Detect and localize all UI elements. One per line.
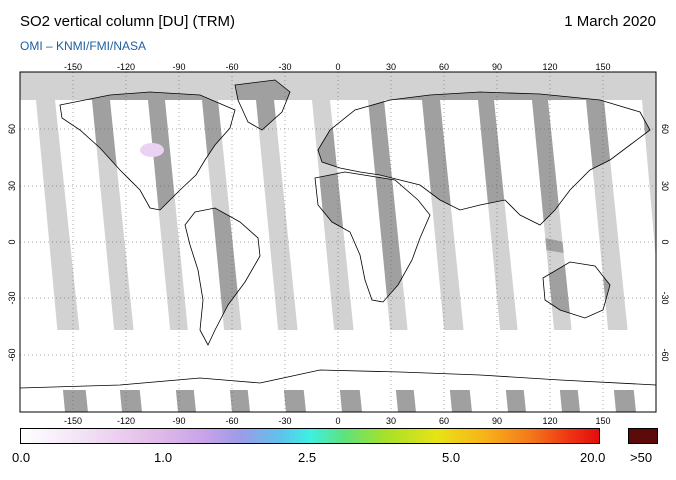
lon-tick-top: -30: [278, 62, 291, 72]
lon-tick-top: -120: [117, 62, 135, 72]
color-scale-overflow-swatch: [628, 428, 658, 444]
legend-label: 1.0: [154, 450, 173, 465]
lat-ticks-left: 60 30 0 -30 -60: [7, 124, 17, 362]
graticule: [20, 72, 656, 412]
coastlines: [20, 79, 656, 389]
lon-tick-top: -150: [64, 62, 82, 72]
lon-ticks-top: -150 -120 -90 -60 -30 0 30 60 90 120 150: [64, 62, 611, 72]
lon-tick-bottom: -60: [225, 416, 238, 426]
lat-tick-right: 60: [660, 124, 670, 134]
lat-tick-right: 0: [660, 239, 670, 244]
lat-tick-right: -30: [660, 291, 670, 304]
lon-tick-top: 0: [335, 62, 340, 72]
lon-tick-top: 60: [439, 62, 449, 72]
lat-tick-right: 30: [660, 181, 670, 191]
lon-tick-top: -90: [172, 62, 185, 72]
page-title: SO2 vertical column [DU] (TRM): [20, 13, 236, 30]
credit-label: OMI – KNMI/FMI/NASA: [20, 39, 147, 53]
legend-label: 5.0: [442, 450, 461, 465]
lon-ticks-bottom: -150 -120 -90 -60 -30 0 30 60 90 120 150: [64, 416, 611, 426]
so2-patch: [140, 143, 164, 157]
lon-tick-top: 90: [492, 62, 502, 72]
map-body: [20, 72, 656, 412]
lon-tick-bottom: 60: [439, 416, 449, 426]
lon-tick-top: 120: [542, 62, 557, 72]
legend-label: 0.0: [12, 450, 31, 465]
lon-tick-bottom: 120: [542, 416, 557, 426]
legend-label: 20.0: [580, 450, 606, 465]
lon-tick-bottom: -30: [278, 416, 291, 426]
lat-tick-left: -30: [7, 291, 17, 304]
lat-tick-left: 30: [7, 181, 17, 191]
lon-tick-top: -60: [225, 62, 238, 72]
lat-tick-left: 0: [7, 239, 17, 244]
lat-ticks-right: 60 30 0 -30 -60: [660, 124, 670, 362]
lon-tick-bottom: 30: [386, 416, 396, 426]
color-scale-bar: [20, 428, 600, 444]
lat-tick-left: -60: [7, 348, 17, 361]
lon-tick-bottom: 0: [335, 416, 340, 426]
legend-overflow-label: >50: [630, 450, 653, 465]
lon-tick-bottom: 90: [492, 416, 502, 426]
lon-tick-bottom: -150: [64, 416, 82, 426]
lon-tick-bottom: 150: [595, 416, 610, 426]
lon-tick-bottom: -120: [117, 416, 135, 426]
legend-label: 2.5: [298, 450, 317, 465]
lat-tick-right: -60: [660, 348, 670, 361]
lat-tick-left: 60: [7, 124, 17, 134]
lon-tick-bottom: -90: [172, 416, 185, 426]
date-label: 1 March 2020: [564, 13, 656, 30]
map-frame: [19, 71, 657, 413]
lon-tick-top: 150: [595, 62, 610, 72]
lon-tick-top: 30: [386, 62, 396, 72]
